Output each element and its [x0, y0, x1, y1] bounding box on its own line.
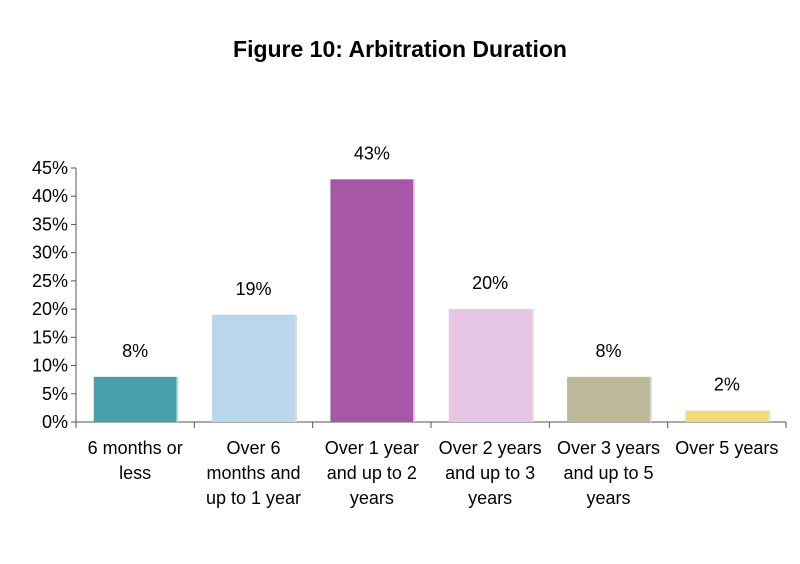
x-tick-label: Over 5 years — [675, 438, 778, 458]
y-tick-label: 0% — [42, 412, 68, 432]
bar-shadow — [294, 314, 297, 422]
bar-shadow — [531, 309, 534, 422]
x-tick-label: months and — [206, 463, 300, 483]
data-label: 8% — [122, 341, 148, 361]
y-tick-label: 40% — [32, 186, 68, 206]
bar — [567, 376, 650, 422]
x-tick-label: years — [586, 488, 630, 508]
y-tick-label: 45% — [32, 158, 68, 178]
bar — [93, 376, 177, 422]
data-label: 8% — [595, 341, 621, 361]
data-label: 20% — [472, 273, 508, 293]
bar — [330, 179, 414, 422]
x-tick-label: Over 3 years — [557, 438, 660, 458]
x-tick-label: Over 6 — [226, 438, 280, 458]
bar — [685, 410, 769, 422]
x-tick-label: up to 1 year — [206, 488, 301, 508]
bar-shadow — [768, 410, 771, 422]
x-tick-label: Over 2 years — [439, 438, 542, 458]
y-tick-label: 15% — [32, 327, 68, 347]
y-tick-label: 35% — [32, 214, 68, 234]
chart-title: Figure 10: Arbitration Duration — [233, 36, 567, 62]
x-tick-label: years — [350, 488, 394, 508]
x-tick-label: 6 months or — [88, 438, 183, 458]
data-label: 43% — [354, 143, 390, 163]
x-tick-label: Over 1 year — [325, 438, 419, 458]
x-tick-label: and up to 5 — [563, 463, 653, 483]
bar-shadow — [413, 179, 416, 422]
y-tick-label: 10% — [32, 356, 68, 376]
data-label: 2% — [714, 375, 740, 395]
x-tick-label: years — [468, 488, 512, 508]
y-tick-label: 5% — [42, 384, 68, 404]
x-tick-label: and up to 3 — [445, 463, 535, 483]
y-tick-label: 25% — [32, 271, 68, 291]
y-tick-label: 30% — [32, 243, 68, 263]
data-label: 19% — [235, 279, 271, 299]
y-tick-label: 20% — [32, 299, 68, 319]
bar-shadow — [176, 376, 179, 422]
bar-shadow — [649, 376, 652, 422]
x-tick-label: and up to 2 — [327, 463, 417, 483]
x-tick-label: less — [119, 463, 151, 483]
bar — [448, 309, 532, 422]
bar — [212, 314, 295, 422]
